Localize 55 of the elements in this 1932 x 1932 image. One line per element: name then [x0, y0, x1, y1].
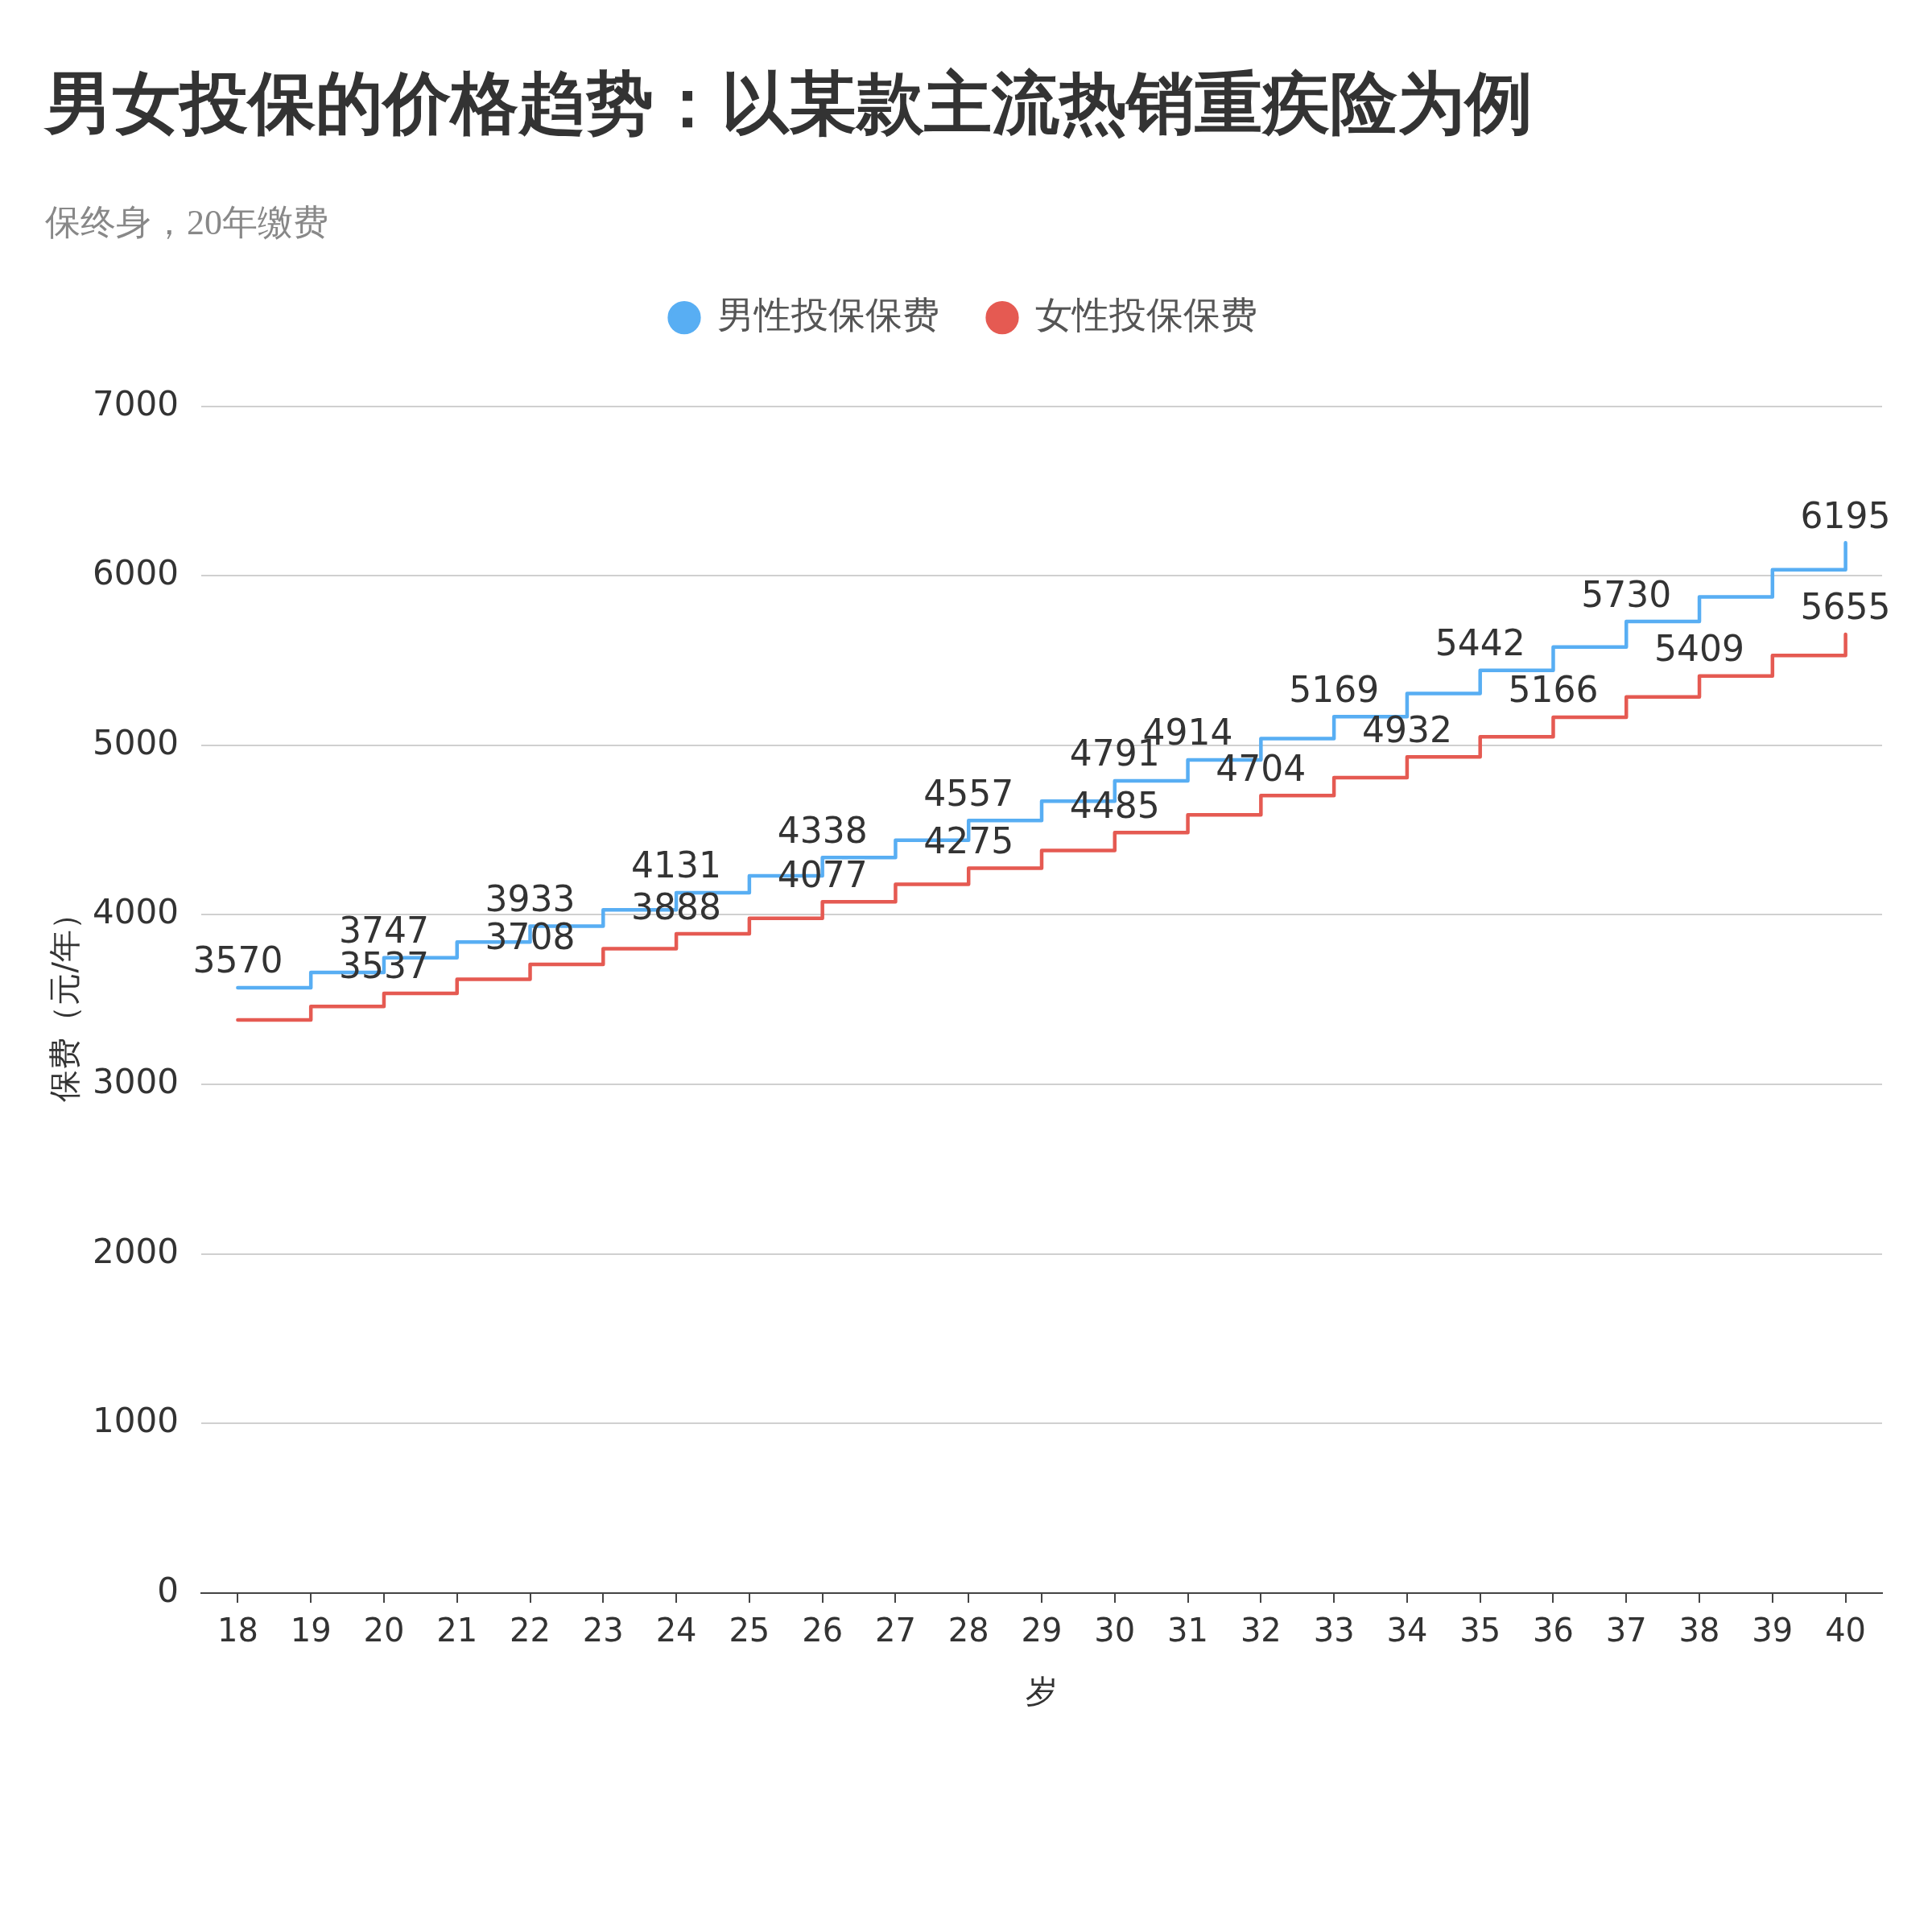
y-tick-label: 3000 [93, 1062, 179, 1102]
y-tick-label: 4000 [93, 892, 179, 932]
data-label: 3888 [631, 886, 722, 927]
x-tick-label: 18 [217, 1612, 258, 1649]
x-tick-label: 38 [1678, 1612, 1720, 1649]
y-tick-label: 5000 [93, 722, 179, 762]
data-label: 4338 [777, 809, 868, 851]
y-tick-label: 2000 [93, 1231, 179, 1271]
x-tick-label: 27 [874, 1612, 916, 1649]
y-tick-label: 0 [157, 1570, 179, 1610]
data-label: 3747 [338, 910, 429, 952]
x-axis-title: 岁 [1026, 1673, 1058, 1711]
data-label: 4275 [923, 820, 1014, 861]
x-tick-label: 25 [729, 1612, 770, 1649]
x-tick-label: 32 [1240, 1612, 1282, 1649]
x-tick-label: 33 [1313, 1612, 1355, 1649]
x-tick-label: 31 [1167, 1612, 1209, 1649]
legend-label: 男性投保保费 [717, 292, 939, 336]
data-label: 5169 [1289, 668, 1380, 710]
data-label: 4131 [631, 844, 722, 886]
data-label: 5166 [1508, 669, 1599, 711]
x-tick-label: 26 [802, 1612, 844, 1649]
data-label: 5730 [1581, 573, 1672, 615]
data-label: 4557 [923, 772, 1014, 814]
data-label: 3570 [192, 939, 283, 981]
x-tick-label: 21 [436, 1612, 478, 1649]
data-label: 4485 [1069, 784, 1160, 826]
data-label: 4077 [777, 853, 868, 895]
y-tick-label: 7000 [93, 383, 179, 423]
x-tick-label: 19 [290, 1612, 332, 1649]
x-tick-label: 34 [1386, 1612, 1428, 1649]
data-label: 6195 [1800, 494, 1891, 536]
x-tick-label: 36 [1533, 1612, 1574, 1649]
chart-title: 男女投保的价格趋势：以某款主流热销重疾险为例 [43, 64, 1533, 143]
chart-subtitle: 保终身，20年缴费 [45, 202, 328, 242]
x-tick-label: 23 [582, 1612, 624, 1649]
y-axis-title: 保费（元/年） [46, 898, 84, 1102]
legend-label: 女性投保保费 [1035, 292, 1257, 336]
data-label: 4932 [1361, 708, 1452, 750]
x-tick-label: 22 [510, 1612, 551, 1649]
x-tick-label: 40 [1825, 1612, 1867, 1649]
x-tick-label: 35 [1459, 1612, 1501, 1649]
x-tick-label: 29 [1021, 1612, 1063, 1649]
x-tick-label: 37 [1605, 1612, 1647, 1649]
data-label: 5409 [1654, 628, 1745, 670]
y-tick-label: 6000 [93, 553, 179, 593]
x-tick-label: 39 [1752, 1612, 1794, 1649]
x-tick-label: 30 [1094, 1612, 1136, 1649]
x-tick-label: 28 [947, 1612, 989, 1649]
x-tick-label: 24 [655, 1612, 697, 1649]
data-label: 5442 [1435, 622, 1525, 664]
data-label: 4704 [1216, 747, 1307, 789]
x-tick-label: 20 [363, 1612, 405, 1649]
y-tick-label: 1000 [93, 1401, 179, 1441]
data-label: 5655 [1800, 586, 1891, 628]
